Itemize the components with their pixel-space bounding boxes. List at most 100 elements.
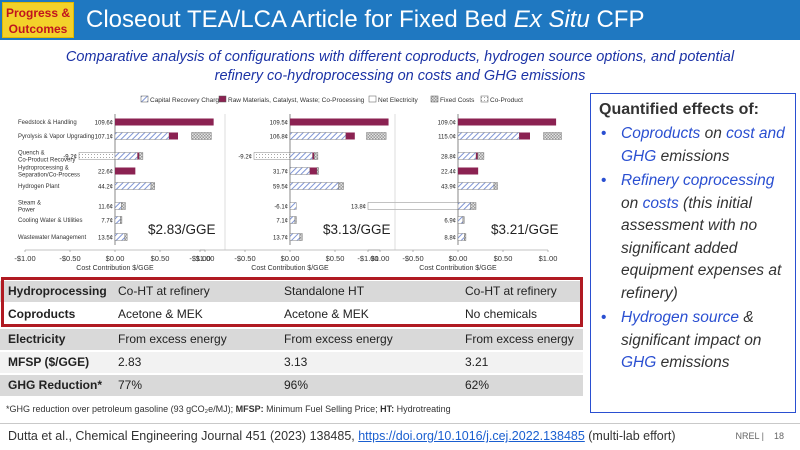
bar-segment	[150, 182, 155, 190]
row-label: Hydroprocessing	[8, 284, 107, 298]
subtitle-line1: Comparative analysis of configurations w…	[65, 49, 735, 65]
x-tick-label: $0.00	[106, 254, 125, 263]
table-cell: From excess energy	[284, 332, 393, 346]
table-cell: Co-HT at refinery	[465, 284, 557, 298]
bullet-icon: •	[601, 172, 607, 189]
progress-outcomes-badge: Progress & Outcomes	[2, 2, 74, 38]
data-label: 107.1¢	[95, 134, 113, 140]
chart-panel: -$1.00 -$0.50 $0.00 $0.50 $1.00 Cost Contribu…	[351, 114, 562, 272]
x-tick-label: $0.50	[494, 254, 513, 263]
bar-segment	[114, 233, 126, 241]
bar-segment	[309, 167, 317, 175]
title-part-a: Closeout TEA/LCA Article for Fixed Bed	[86, 6, 514, 33]
bar-segment	[139, 152, 144, 160]
x-tick-label: -$1.00	[357, 254, 378, 263]
bar-segment	[114, 202, 122, 210]
x-tick-label: $0.00	[281, 254, 300, 263]
bar-segment	[289, 202, 297, 210]
category-label: Hydroprocessing & Separation/Co-Process	[18, 166, 80, 179]
badge-line2: Outcomes	[8, 22, 68, 36]
bar-segment	[458, 167, 479, 175]
x-tick-label: -$0.50	[402, 254, 423, 263]
table-cell: 62%	[465, 378, 490, 392]
row-label: Electricity	[8, 332, 66, 346]
effect-3-b: & significant impact on	[621, 309, 762, 349]
bar-segment	[137, 152, 140, 160]
data-label: 31.7¢	[273, 169, 288, 175]
table-row: Hydroprocessing Co-HT at refinery Standa…	[0, 281, 583, 302]
table-cell: 3.21	[465, 355, 489, 369]
org-label: NREL |	[735, 431, 764, 441]
bar-segment	[124, 233, 128, 241]
bar-segment	[289, 152, 313, 160]
table-cell: 96%	[284, 378, 309, 392]
x-axis-label: Cost Contribution $/GGE	[251, 265, 329, 272]
bar-segment	[294, 216, 297, 224]
data-label: -6.1¢	[274, 204, 288, 210]
legend-label: Raw Materials, Catalyst, Waste; Co-Proce…	[228, 97, 365, 104]
category-label: Pyrolysis & Vapor Upgrading	[18, 134, 94, 140]
bar-segment	[289, 233, 301, 241]
table-cell: Co-HT at refinery	[118, 284, 210, 298]
category-label: Cooling Water & Utilities	[18, 218, 82, 224]
effect-2-d: (this initial assessment with no signifi…	[621, 194, 782, 302]
bar-segment	[316, 167, 319, 175]
quantified-effects-box: Quantified effects of: • Coproducts on c…	[590, 93, 796, 413]
chart-legend: Capital Recovery Charge Raw Materials, Ca…	[140, 95, 523, 104]
bar-segment	[519, 132, 530, 140]
data-label: 115.0¢	[438, 134, 456, 140]
doi-link[interactable]: https://doi.org/10.1016/j.cej.2022.13848…	[358, 429, 585, 443]
effects-list: • Coproducts on cost and GHG emissions •…	[599, 123, 791, 375]
highlight-frame	[1, 277, 583, 327]
table-cell: Acetone & MEK	[284, 307, 369, 321]
category-label: Feedstock & Handling	[18, 120, 77, 126]
footnote-a: *GHG reduction over petroleum gasoline (…	[6, 404, 236, 414]
table-row: GHG Reduction* 77% 96% 62%	[0, 375, 583, 396]
bar-segment	[115, 118, 214, 126]
bar-segment	[289, 216, 296, 224]
x-tick-label: -$0.50	[234, 254, 255, 263]
effect-3-a: Hydrogen source	[621, 309, 740, 326]
legend-swatch	[140, 95, 149, 103]
effect-2-c: costs	[642, 194, 679, 212]
footnote: *GHG reduction over petroleum gasoline (…	[6, 404, 451, 414]
data-label: 11.6¢	[98, 204, 113, 210]
data-label: 44.2¢	[98, 184, 113, 190]
data-label: 7.1¢	[276, 218, 288, 224]
effect-3-d: emissions	[656, 354, 730, 371]
bar-segment	[464, 233, 467, 241]
data-label: 6.9¢	[444, 218, 456, 224]
bar-segment	[289, 132, 346, 140]
x-tick-label: $1.00	[371, 254, 390, 263]
effect-1-a: Coproducts	[621, 125, 701, 142]
x-tick-label: $1.00	[539, 254, 558, 263]
table-cell: Standalone HT	[284, 284, 365, 298]
data-label: -9.2¢	[238, 154, 252, 160]
bar-segment	[121, 202, 126, 210]
row-label: MFSP ($/GGE)	[8, 355, 90, 369]
bar-segment	[476, 152, 478, 160]
data-label: 22.4¢	[441, 169, 456, 175]
data-label: 109.6¢	[95, 120, 113, 126]
chart-panel: -$1.00 -$0.50 $0.00 $0.50 $1.00 Cost Contribu…	[189, 114, 391, 272]
table-cell: From excess energy	[118, 332, 227, 346]
legend-label: Net Electricity	[378, 97, 418, 104]
bar-segment	[457, 132, 520, 140]
legend-swatch	[368, 95, 377, 103]
citation-tail: (multi-lab effort)	[584, 429, 676, 443]
row-label: Coproducts	[8, 307, 76, 321]
category-labels: Feedstock & Handling Pyrolysis & Vapor Up…	[18, 120, 94, 241]
x-tick-label: -$1.00	[14, 254, 35, 263]
effects-heading: Quantified effects of:	[599, 101, 760, 118]
bar-segment	[289, 167, 310, 175]
data-label: 13.5¢	[98, 235, 113, 241]
x-axis-label: Cost Contribution $/GGE	[419, 265, 497, 272]
chart-panel: -$1.00 -$0.50 $0.00 $0.50 $1.00 Cost Contribu…	[14, 114, 216, 272]
table-row: Electricity From excess energy From exce…	[0, 329, 583, 350]
bar-segment	[299, 233, 303, 241]
data-label: 13.7¢	[273, 235, 288, 241]
x-tick-label: -$1.00	[189, 254, 210, 263]
footer-divider	[0, 423, 800, 424]
bar-segment	[314, 152, 319, 160]
slide-title: Closeout TEA/LCA Article for Fixed Bed E…	[86, 5, 644, 35]
